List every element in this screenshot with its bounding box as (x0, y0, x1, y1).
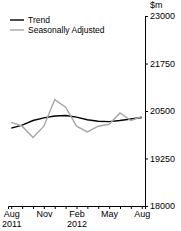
y-axis-title: $m (150, 0, 163, 10)
x-tick: May (101, 206, 119, 219)
x-tick (33, 206, 34, 209)
legend-item: Seasonally Adjusted (10, 25, 105, 35)
x-tick (66, 206, 67, 209)
y-axis: 18000 19250 20500 21750 23000 (145, 11, 175, 211)
y-axis-line (146, 17, 149, 207)
y-tick-label: 23000 (150, 11, 175, 21)
x-tick-mark (120, 206, 121, 209)
x-axis: Aug2011 Nov Feb2012 May Aug (2, 206, 150, 229)
x-tick (55, 206, 56, 209)
legend-swatch (10, 19, 24, 20)
y-tick-mark (145, 16, 148, 17)
y-tick-label: 18000 (150, 201, 175, 211)
x-tick: Feb2012 (67, 206, 87, 229)
x-tick: Aug2011 (2, 206, 21, 229)
x-tick-mark (131, 206, 132, 209)
y-tick: 19250 (145, 154, 175, 164)
x-tick (22, 206, 23, 209)
y-tick-mark (145, 159, 148, 160)
x-tick-label: Aug (134, 209, 150, 219)
x-tick-mark (98, 206, 99, 209)
x-tick (87, 206, 88, 209)
x-tick-mark (55, 206, 56, 209)
legend-swatch (10, 29, 24, 30)
x-tick (131, 206, 132, 209)
x-tick-label: Nov (36, 209, 53, 219)
y-tick-label: 20500 (150, 106, 175, 116)
x-tick (120, 206, 121, 209)
legend-label: Trend (28, 15, 50, 25)
legend-label: Seasonally Adjusted (28, 25, 105, 35)
series-line (11, 100, 141, 138)
lines (11, 100, 141, 138)
y-tick-label: 19250 (150, 154, 175, 164)
y-tick: 23000 (145, 11, 175, 21)
x-tick-mark (33, 206, 34, 209)
y-tick: 21750 (145, 59, 175, 69)
y-tick-label: 21750 (150, 59, 175, 69)
x-tick-label: May (101, 209, 119, 219)
plot: 18000 19250 20500 21750 23000 Aug2011 Nov Feb20… (2, 11, 175, 228)
chart: 18000 19250 20500 21750 23000 Aug2011 Nov Feb20… (0, 0, 181, 231)
y-tick: 20500 (145, 106, 175, 116)
x-tick: Aug (134, 206, 150, 219)
x-tick-label: Aug2011 (2, 209, 21, 228)
x-tick: Nov (36, 206, 53, 219)
x-tick-mark (66, 206, 67, 209)
x-tick-mark (22, 206, 23, 209)
legend: TrendSeasonally Adjusted (10, 15, 105, 35)
x-tick-mark (87, 206, 88, 209)
x-tick (98, 206, 99, 209)
y-tick-mark (145, 64, 148, 65)
y-tick-mark (145, 111, 148, 112)
legend-item: Trend (10, 15, 50, 25)
x-tick-label: Feb2012 (67, 209, 87, 228)
